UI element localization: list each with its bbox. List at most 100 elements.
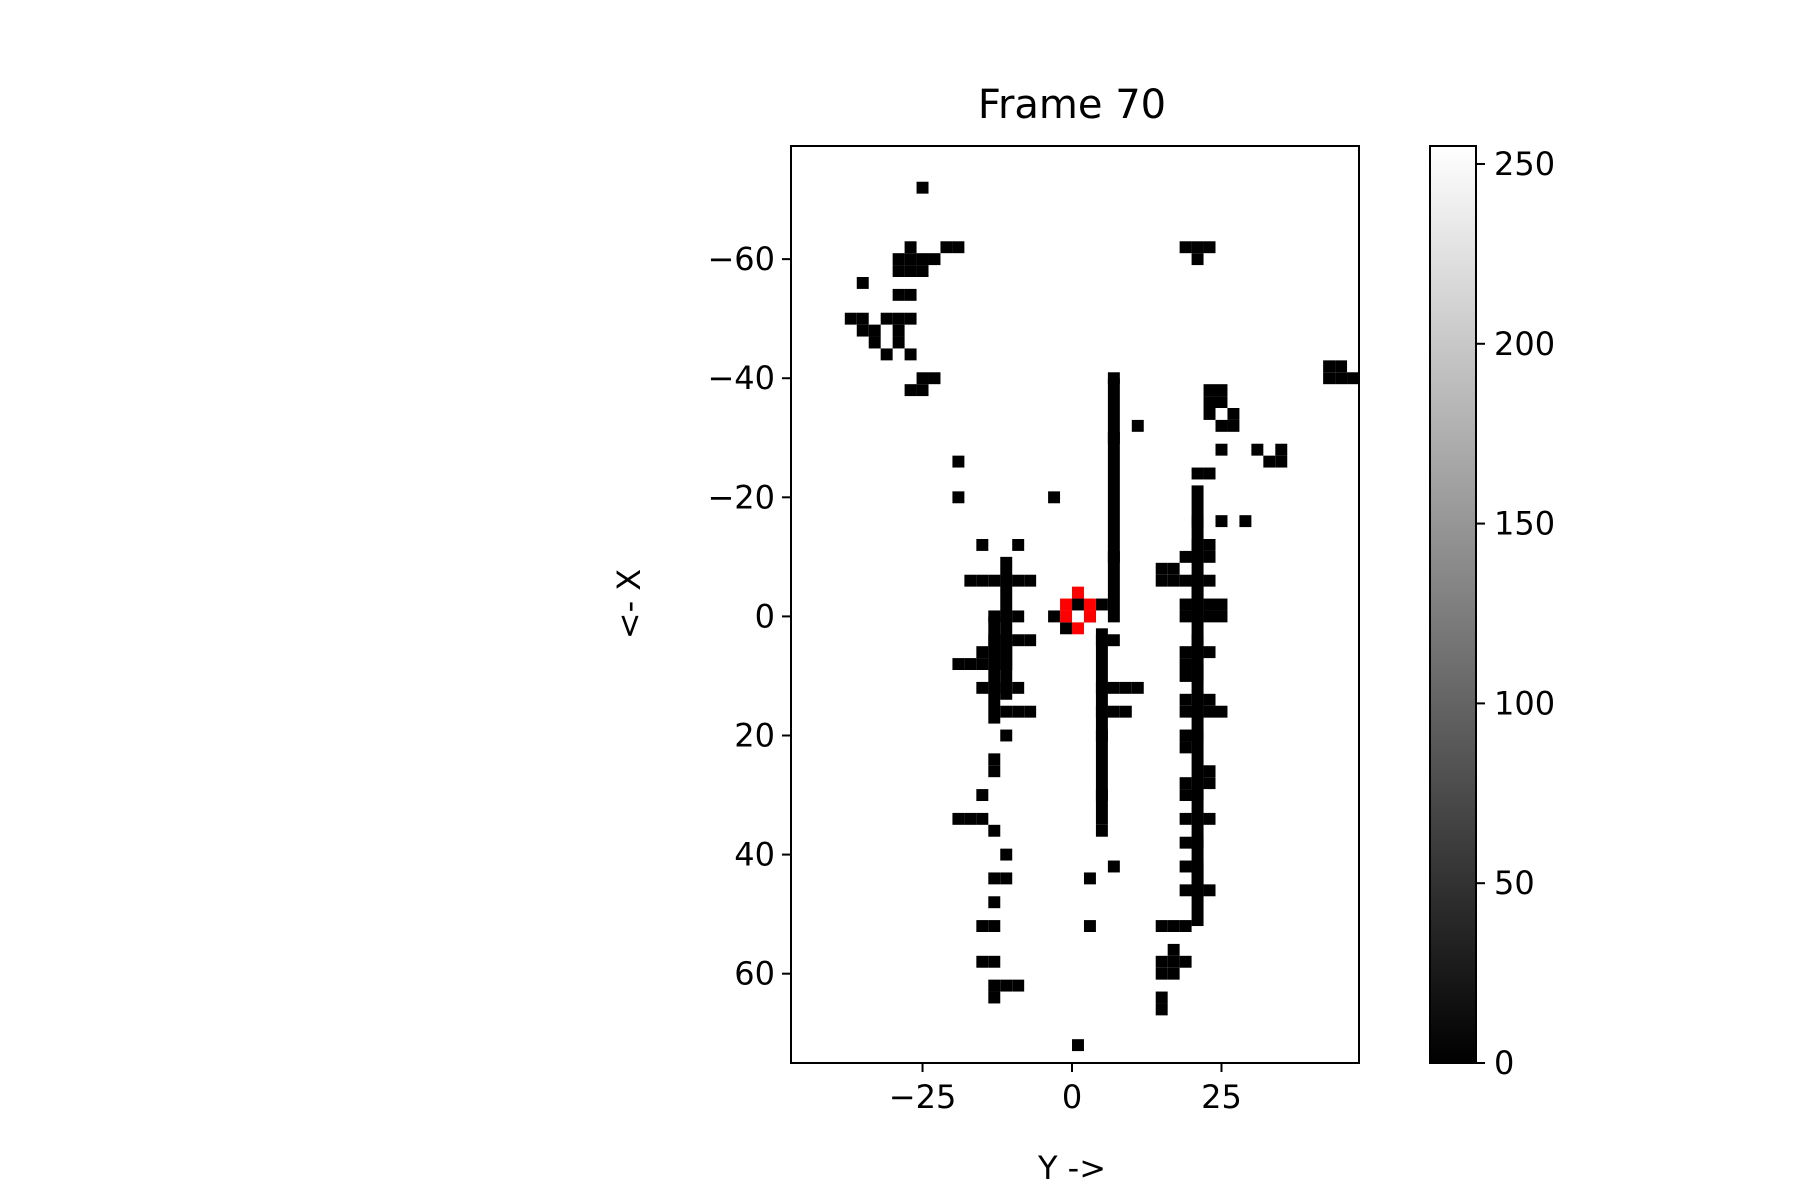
occupied-cell — [904, 312, 917, 325]
y-tick-label: −20 — [707, 478, 775, 516]
occupied-cell — [1048, 491, 1061, 504]
plot-area — [790, 145, 1360, 1064]
occupied-cell — [868, 336, 881, 349]
occupied-column — [1095, 628, 1108, 825]
colorbar: 0 50 100 150 200 250 — [1429, 145, 1555, 1082]
occupied-cell — [1203, 467, 1216, 480]
occupied-cell — [892, 265, 905, 277]
occupied-cell — [1107, 860, 1120, 873]
occupied-cell — [1347, 372, 1359, 385]
occupancy-cells — [844, 181, 1359, 1052]
occupied-column — [1107, 378, 1120, 623]
occupied-cell — [988, 872, 1001, 885]
occupied-cell — [1012, 979, 1025, 992]
colorbar-tick-label: 100 — [1494, 684, 1555, 722]
occupied-cell — [1227, 408, 1240, 420]
occupied-cell — [1048, 610, 1061, 623]
y-tick-label: 60 — [734, 955, 775, 993]
occupied-cell — [1215, 443, 1228, 456]
occupied-cell — [1179, 646, 1192, 659]
y-axis: −60 −40 −20 0 20 40 60 — [707, 240, 791, 993]
occupied-cell — [1095, 598, 1108, 611]
occupied-cell — [988, 991, 1001, 1004]
occupied-column — [988, 616, 1001, 724]
occupied-cell — [844, 312, 857, 325]
occupied-cell — [952, 812, 965, 825]
occupied-cell — [1012, 634, 1025, 647]
occupied-cell — [1060, 622, 1073, 635]
occupied-cell — [1251, 443, 1264, 456]
occupied-cell — [1012, 681, 1025, 694]
occupied-cell — [976, 812, 989, 825]
occupied-cell — [1215, 515, 1228, 528]
occupied-cell — [892, 336, 905, 349]
occupied-cell — [1012, 705, 1025, 718]
occupied-cell — [1203, 610, 1216, 623]
occupied-cell — [1179, 598, 1192, 611]
occupied-cell — [1000, 705, 1013, 718]
occupied-cell — [1083, 920, 1096, 932]
occupied-cell — [1203, 408, 1216, 420]
x-axis-label: Y -> — [1037, 1149, 1106, 1187]
occupied-cell — [952, 241, 965, 254]
occupied-cell — [1215, 598, 1228, 611]
occupied-cell — [1335, 372, 1348, 385]
occupied-cell — [1000, 872, 1013, 885]
occupied-cell — [1203, 693, 1216, 706]
occupied-cell — [1024, 574, 1037, 587]
occupied-cell — [880, 312, 893, 325]
occupied-cell — [1000, 848, 1013, 861]
origin-marker — [1060, 586, 1096, 635]
occupied-cell — [1155, 967, 1168, 980]
occupied-cell — [1012, 539, 1025, 551]
occupied-cell — [1203, 812, 1216, 825]
occupied-cell — [1179, 789, 1192, 801]
occupied-cell — [1203, 765, 1216, 778]
occupied-cell — [1095, 824, 1108, 837]
occupied-cell — [892, 253, 905, 266]
occupied-cell — [1000, 729, 1013, 742]
occupied-cell — [1155, 574, 1168, 587]
occupied-cell — [988, 896, 1001, 909]
occupied-cell — [1179, 241, 1192, 254]
occupied-cell — [1155, 991, 1168, 1004]
occupied-cell — [916, 253, 929, 266]
occupied-cell — [1167, 967, 1180, 980]
x-tick-label: 25 — [1201, 1078, 1242, 1116]
occupied-cell — [1179, 670, 1192, 682]
marker-cell — [1060, 598, 1073, 611]
x-axis: −25 0 25 — [889, 1063, 1242, 1116]
occupied-cell — [1155, 920, 1168, 932]
occupied-cell — [1179, 836, 1192, 849]
plot-frame — [790, 145, 1360, 1064]
occupied-cell — [1275, 443, 1288, 456]
x-tick-label: −25 — [889, 1078, 957, 1116]
occupied-cell — [856, 277, 869, 289]
occupied-cell — [1203, 539, 1216, 551]
occupied-cell — [1203, 777, 1216, 790]
occupied-cell — [1167, 562, 1180, 575]
y-tick-label: −60 — [707, 240, 775, 278]
occupied-cell — [1203, 574, 1216, 587]
occupied-cell — [904, 288, 917, 301]
occupied-cell — [1179, 705, 1192, 718]
occupied-cell — [976, 658, 989, 670]
occupied-cell — [1155, 955, 1168, 968]
occupied-cell — [952, 491, 965, 504]
occupied-cell — [1203, 550, 1216, 563]
occupied-cell — [1072, 598, 1084, 611]
occupied-cell — [988, 920, 1001, 932]
y-tick-label: 0 — [755, 597, 775, 635]
occupied-cell — [976, 539, 989, 551]
occupied-cell — [1215, 384, 1228, 397]
occupied-cell — [1179, 693, 1192, 706]
occupied-cell — [1179, 658, 1192, 670]
occupied-cell — [1167, 943, 1180, 956]
occupied-cell — [1263, 455, 1276, 468]
occupied-cell — [1155, 1003, 1168, 1016]
occupied-cell — [964, 812, 977, 825]
occupied-cell — [1275, 455, 1288, 468]
occupied-cell — [988, 574, 1001, 587]
occupied-cell — [988, 824, 1001, 837]
